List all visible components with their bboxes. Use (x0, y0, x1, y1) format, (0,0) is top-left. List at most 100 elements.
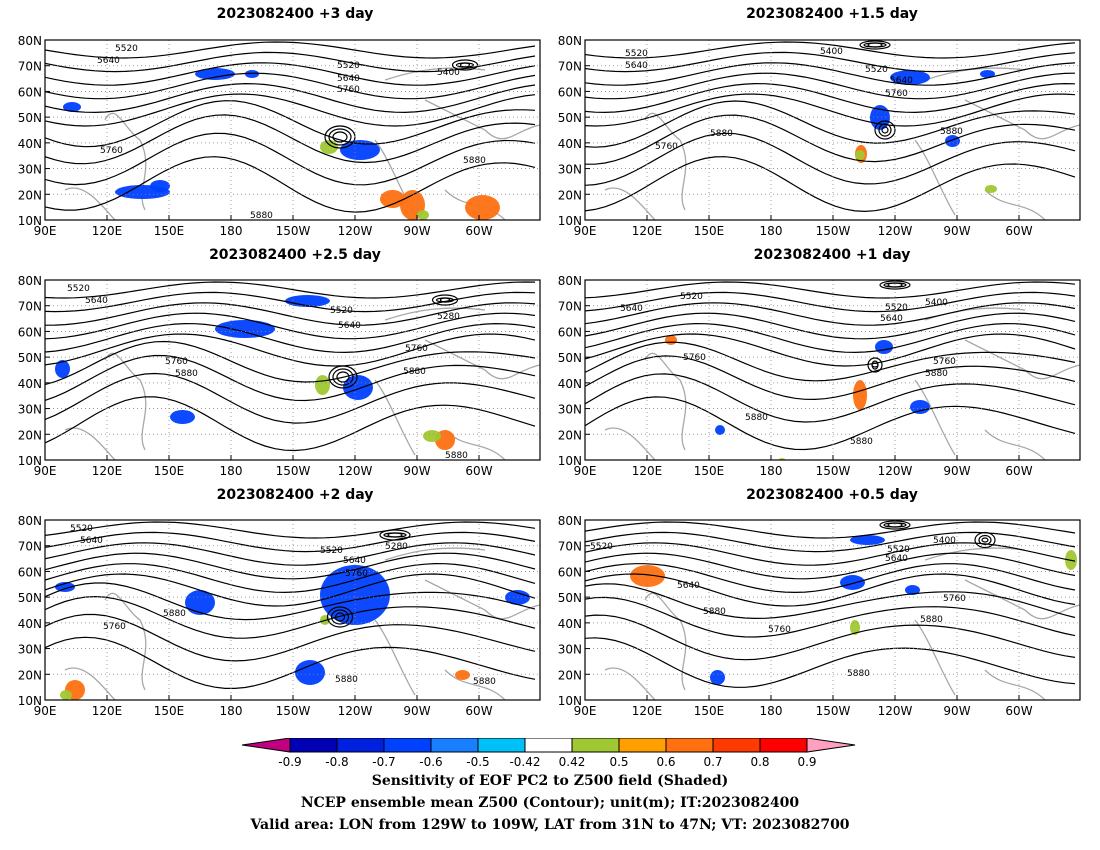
contour-label: 5760 (165, 357, 188, 367)
shading-blue-patch (910, 400, 930, 414)
contour-label: 5760 (933, 357, 956, 367)
colorbar-right-arrow (806, 738, 856, 753)
z500-contour (585, 333, 1076, 367)
contour-label: 5520 (887, 545, 910, 555)
coastline (604, 67, 1080, 220)
z500-contour (45, 312, 536, 340)
z500-contour (585, 156, 1076, 213)
z500-contour (45, 72, 536, 100)
z500-contour (585, 355, 1076, 401)
shading-blue-patch (343, 375, 373, 400)
x-tick-label: 90W (403, 464, 430, 478)
x-tick-label: 60W (465, 224, 492, 238)
y-tick-label: 30N (558, 403, 582, 417)
z500-contour (45, 542, 536, 566)
z500-contour (585, 521, 1076, 539)
contour-label: 5520 (115, 44, 138, 54)
z500-contour (585, 552, 1076, 580)
contour-label: 5760 (768, 625, 791, 635)
colorbar-tick-label: -0.5 (466, 755, 489, 769)
y-tick-label: 50N (558, 351, 582, 365)
colorbar-tick-label: 0.8 (750, 755, 769, 769)
x-tick-label: 120E (632, 464, 663, 478)
x-tick-label: 150E (154, 704, 185, 718)
y-tick-label: 20N (18, 428, 42, 442)
closed-low-contour (332, 368, 354, 386)
z500-contour (45, 100, 536, 148)
x-tick-label: 120W (878, 464, 913, 478)
contour-label: 5520 (885, 303, 908, 313)
closed-low-contour (978, 534, 992, 546)
closed-low-contour (981, 537, 989, 543)
shading-blue-patch (215, 320, 275, 338)
colorbar-tick-label: -0.9 (278, 755, 301, 769)
contour-label: 5520 (330, 306, 353, 316)
z500-contour (585, 637, 1076, 688)
contour-label: 5760 (943, 594, 966, 604)
z500-contour (585, 41, 1076, 59)
x-tick-label: 120W (338, 464, 373, 478)
closed-low-contour (431, 294, 459, 306)
contour-label: 5760 (683, 353, 706, 363)
shading-blue-patch (905, 585, 920, 595)
z500-contour (45, 62, 536, 86)
y-tick-label: 60N (18, 565, 42, 579)
x-tick-label: 90E (34, 464, 57, 478)
shading-blue-patch (195, 68, 235, 80)
z500-contour (45, 595, 536, 639)
shading-warm-patch (465, 195, 500, 220)
closed-low-contour (387, 532, 403, 538)
y-tick-label: 50N (18, 351, 42, 365)
x-tick-label: 180 (760, 464, 783, 478)
x-tick-label: 120E (632, 704, 663, 718)
colorbar-tick-label: 0.7 (703, 755, 722, 769)
contour-label: 5880 (925, 369, 948, 379)
z500-contour (45, 156, 536, 213)
contour-label: 5880 (403, 367, 426, 377)
panel-title-5: 2023082400 +2 day (216, 487, 374, 503)
contour-label: 5880 (745, 413, 768, 423)
y-tick-label: 30N (558, 643, 582, 657)
closed-low-contour (451, 59, 479, 71)
shading-blue-patch (185, 590, 215, 615)
y-tick-label: 80N (18, 514, 42, 528)
contour-label: 5880 (335, 675, 358, 685)
z500-contour (45, 302, 536, 326)
colorbar-segment (571, 738, 620, 753)
y-tick-label: 20N (558, 668, 582, 682)
panel-title-1: 2023082400 +3 day (216, 6, 374, 22)
contour-label: 5880 (850, 437, 873, 447)
shading-blue-patch (890, 70, 930, 85)
contour-label: 5520 (680, 292, 703, 302)
shading-blue-patch (150, 180, 170, 192)
z500-contour (585, 531, 1076, 553)
y-tick-label: 70N (18, 300, 42, 314)
x-tick-label: 180 (220, 704, 243, 718)
z500-contour (585, 583, 1076, 620)
y-tick-label: 70N (558, 60, 582, 74)
x-tick-label: 150E (694, 464, 725, 478)
x-tick-label: 150W (276, 224, 311, 238)
x-tick-label: 150W (276, 464, 311, 478)
closed-low-contour (887, 522, 903, 528)
contour-label: 5640 (80, 536, 103, 546)
y-tick-label: 10N (558, 214, 582, 228)
colorbar-tick-label: -0.6 (419, 755, 442, 769)
shading-blue-patch (55, 360, 70, 378)
contour-label: 5520 (320, 546, 343, 556)
colorbar-segment (336, 738, 385, 753)
x-tick-label: 150W (816, 704, 851, 718)
closed-low-contour (974, 531, 996, 549)
closed-low-contour (336, 371, 350, 383)
z500-contour (45, 333, 536, 367)
panel-title-3: 2023082400 +2.5 day (209, 247, 381, 263)
y-tick-label: 10N (558, 454, 582, 468)
z500-contour (585, 82, 1076, 114)
z500-contour (585, 322, 1076, 354)
colorbar-tick-label: 0.42 (559, 755, 586, 769)
closed-low-contour (334, 612, 346, 622)
shading-blue-patch (850, 535, 885, 545)
x-tick-label: 90E (34, 224, 57, 238)
contour-label: 5400 (437, 68, 460, 78)
contour-label: 5520 (337, 61, 360, 71)
